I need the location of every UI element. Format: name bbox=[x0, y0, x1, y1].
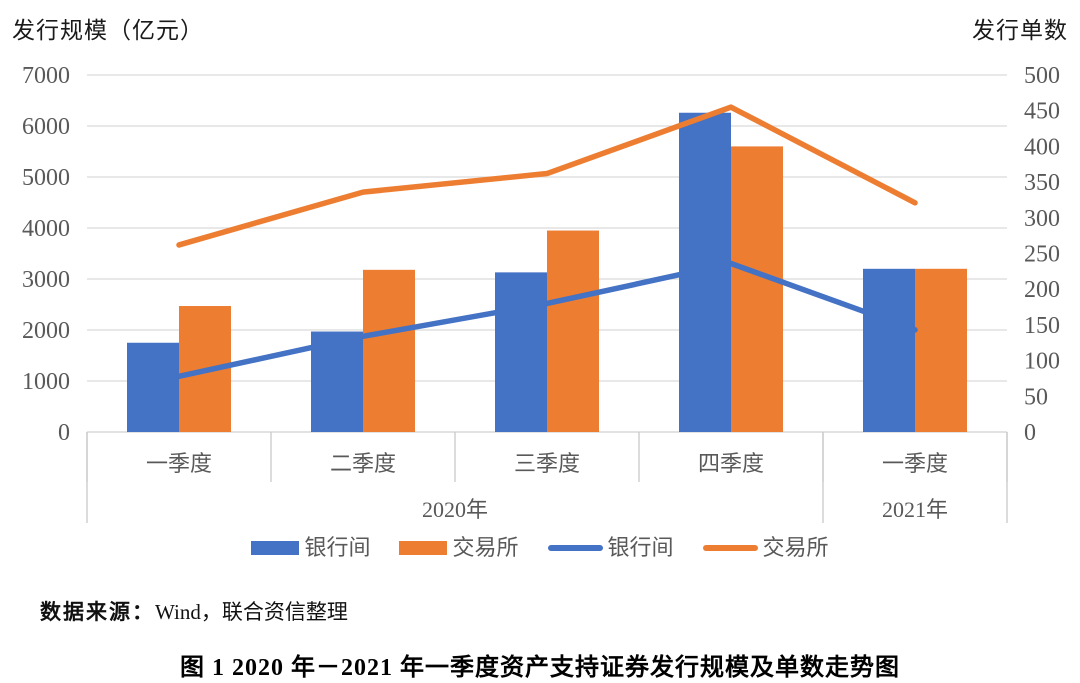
legend-label: 交易所 bbox=[452, 535, 519, 560]
data-source-text: Wind，联合资信整理 bbox=[155, 600, 348, 624]
data-source-line: 数据来源：Wind，联合资信整理 bbox=[40, 596, 348, 626]
tick-label-left: 3000 bbox=[22, 267, 70, 293]
group-label: 2021年 bbox=[882, 497, 948, 522]
legend-swatch-line-interbank bbox=[547, 545, 603, 551]
tick-label-left: 4000 bbox=[22, 216, 70, 242]
bar-interbank-4 bbox=[863, 268, 915, 432]
tick-label-right: 450 bbox=[1024, 99, 1060, 125]
tick-label-left: 7000 bbox=[22, 63, 70, 89]
data-source-prefix: 数据来源： bbox=[40, 600, 155, 624]
tick-label-left: 2000 bbox=[22, 318, 70, 344]
legend-item-line-exchange: 交易所 bbox=[702, 535, 829, 560]
legend-item-bar-interbank: 银行间 bbox=[251, 537, 370, 559]
category-label: 三季度 bbox=[514, 451, 580, 476]
legend-swatch-bar-exchange bbox=[399, 541, 448, 555]
bar-interbank-2 bbox=[495, 272, 547, 432]
legend-label: 银行间 bbox=[607, 535, 674, 560]
legend-item-bar-exchange: 交易所 bbox=[399, 535, 519, 560]
line-exchange bbox=[176, 104, 918, 248]
bar-exchange-4 bbox=[915, 268, 967, 432]
tick-label-right: 350 bbox=[1024, 170, 1060, 196]
category-label: 一季度 bbox=[146, 451, 212, 476]
tick-label-right: 300 bbox=[1024, 206, 1060, 232]
tick-label-right: 500 bbox=[1024, 63, 1060, 89]
line-interbank bbox=[176, 260, 918, 380]
chart-legend: 银行间 交易所 银行间 交易所 bbox=[0, 533, 1080, 563]
bar-exchange-2 bbox=[547, 230, 599, 432]
legend-item-line-interbank: 银行间 bbox=[547, 535, 674, 560]
category-label: 二季度 bbox=[330, 451, 396, 476]
tick-label-right: 50 bbox=[1024, 384, 1048, 410]
tick-label-right: 150 bbox=[1024, 313, 1060, 339]
category-label: 一季度 bbox=[882, 451, 948, 476]
legend-label: 交易所 bbox=[762, 535, 829, 560]
bar-interbank-0 bbox=[127, 342, 179, 432]
legend-label: 银行间 bbox=[304, 535, 371, 560]
bar-exchange-3 bbox=[731, 146, 783, 432]
legend-swatch-line-exchange bbox=[702, 545, 758, 551]
tick-label-right: 250 bbox=[1024, 242, 1060, 268]
left-axis-title: 发行规模（亿元） bbox=[12, 18, 204, 43]
group-label: 2020年 bbox=[422, 497, 488, 522]
tick-label-left: 5000 bbox=[22, 165, 70, 191]
tick-label-left: 1000 bbox=[22, 369, 70, 395]
tick-label-left: 0 bbox=[58, 420, 70, 446]
category-label: 四季度 bbox=[698, 451, 764, 476]
tick-label-right: 200 bbox=[1024, 277, 1060, 303]
tick-label-right: 400 bbox=[1024, 134, 1060, 160]
bar-exchange-1 bbox=[363, 269, 415, 432]
tick-label-right: 100 bbox=[1024, 349, 1060, 375]
tick-label-left: 6000 bbox=[22, 114, 70, 140]
tick-label-right: 0 bbox=[1024, 420, 1036, 446]
right-axis-title: 发行单数 bbox=[972, 18, 1068, 43]
legend-swatch-bar-interbank bbox=[251, 541, 300, 555]
figure-caption: 图 1 2020 年－2021 年一季度资产支持证券发行规模及单数走势图 bbox=[180, 655, 900, 681]
